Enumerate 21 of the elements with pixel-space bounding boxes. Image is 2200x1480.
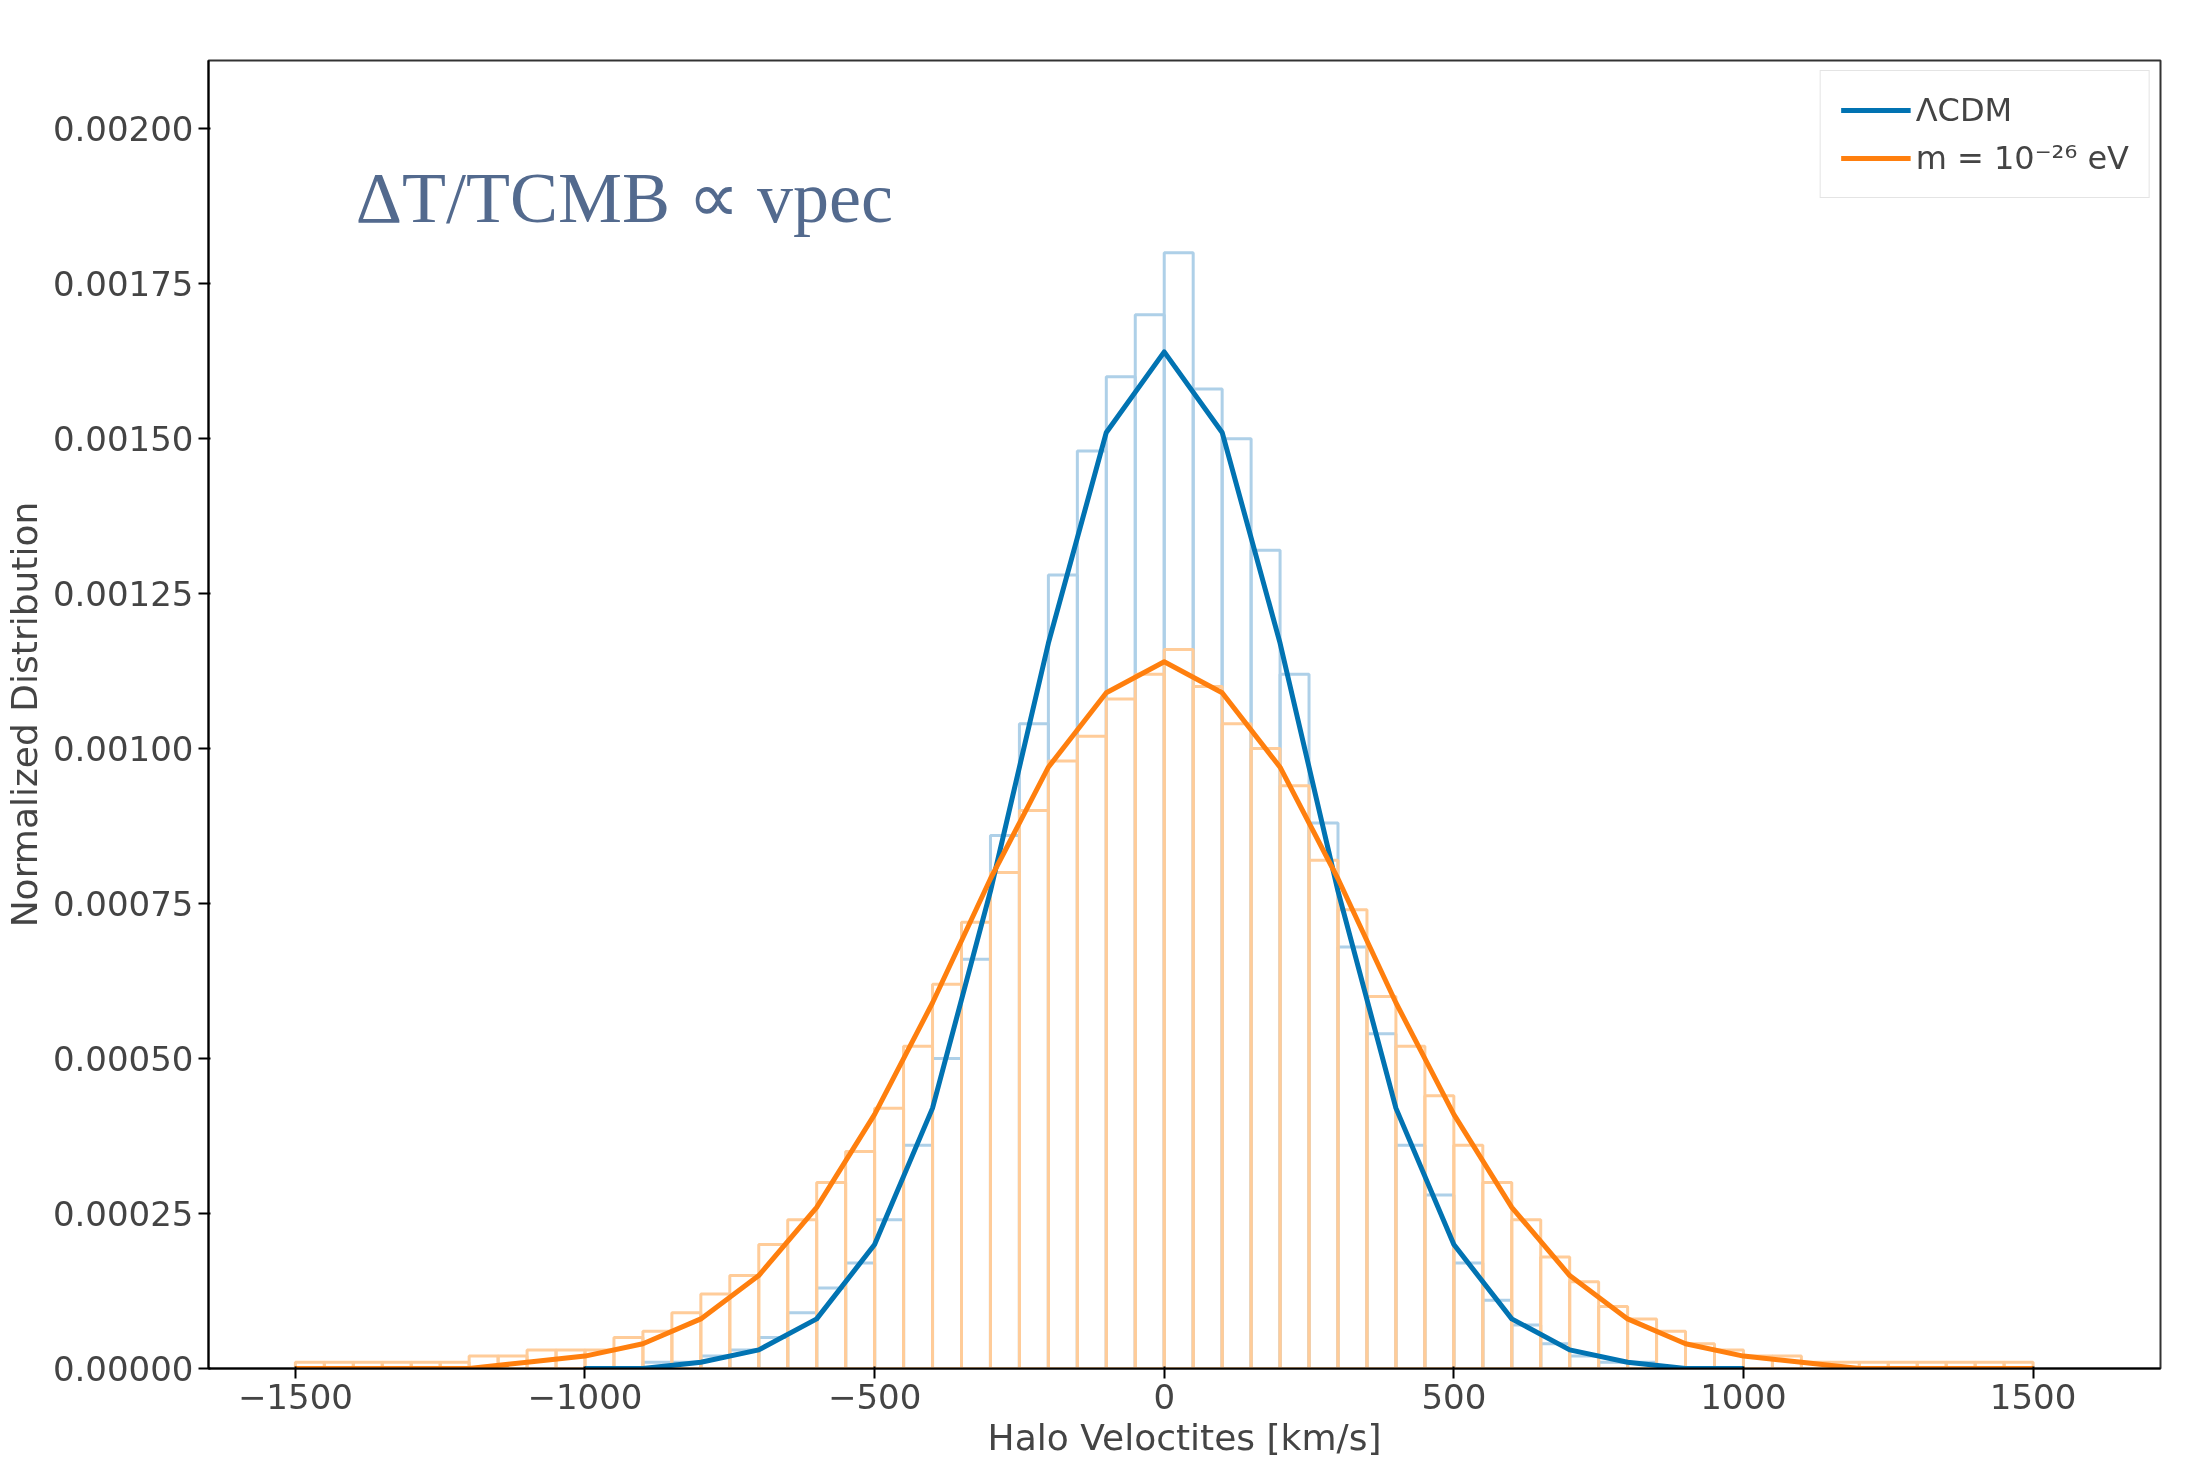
x-tick-label: 1000 [1700, 1376, 1787, 1417]
x-tick-label: −1000 [527, 1376, 643, 1417]
x-axis-title: Halo Veloctites [km/s] [987, 1416, 1382, 1458]
y-tick-label: 0.00075 [52, 884, 194, 925]
x-tick-label: 0 [1153, 1376, 1176, 1417]
legend-label: m = 10⁻²⁶ eV [1915, 139, 2129, 177]
annotation: ΔT/TCMB ∝ vpec [355, 157, 893, 238]
y-tick-label: 0.00200 [52, 109, 194, 150]
x-tick-label: 500 [1421, 1376, 1487, 1417]
y-tick-label: 0.00175 [52, 264, 194, 305]
y-tick-label: 0.00025 [52, 1194, 194, 1235]
y-axis-title: Normalized Distribution [3, 501, 45, 928]
y-tick-label: 0.00100 [52, 729, 194, 770]
x-tick-label: −500 [827, 1376, 922, 1417]
x-tick-label: 1500 [1989, 1376, 2077, 1417]
y-tick-label: 0.00050 [52, 1039, 194, 1080]
legend-label: ΛCDM [1915, 91, 2013, 129]
y-tick-label: 0.00150 [52, 419, 194, 460]
x-tick-label: −1500 [237, 1376, 353, 1417]
y-tick-label: 0.00125 [52, 574, 194, 615]
y-tick-label: 0.00000 [52, 1349, 194, 1389]
